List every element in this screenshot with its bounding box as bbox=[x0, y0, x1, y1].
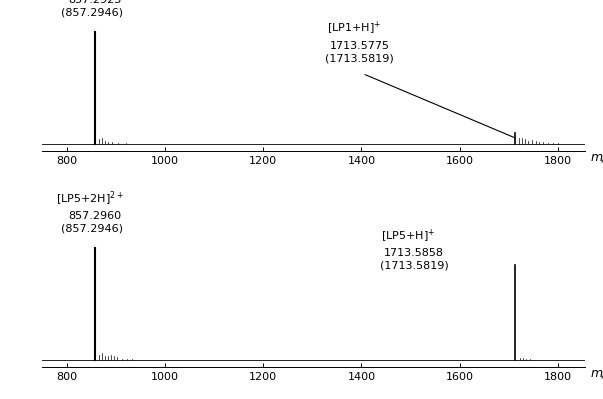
Text: m/z: m/z bbox=[590, 366, 603, 379]
Text: (857.2946): (857.2946) bbox=[61, 8, 123, 18]
Text: 1713.5775: 1713.5775 bbox=[330, 41, 390, 51]
Text: (857.2946): (857.2946) bbox=[61, 223, 123, 233]
Text: (1713.5819): (1713.5819) bbox=[325, 53, 394, 63]
Text: (1713.5819): (1713.5819) bbox=[379, 261, 449, 271]
Text: [LP5+H]$^{+}$: [LP5+H]$^{+}$ bbox=[382, 227, 435, 245]
Text: 1713.5858: 1713.5858 bbox=[384, 249, 444, 259]
Text: m/z: m/z bbox=[590, 150, 603, 163]
Text: 857.2923: 857.2923 bbox=[68, 0, 122, 5]
Text: [LP1+H]$^{+}$: [LP1+H]$^{+}$ bbox=[327, 20, 381, 37]
Text: [LP5+2H]$^{2+}$: [LP5+2H]$^{2+}$ bbox=[55, 190, 123, 208]
Text: 857.2960: 857.2960 bbox=[68, 211, 121, 221]
